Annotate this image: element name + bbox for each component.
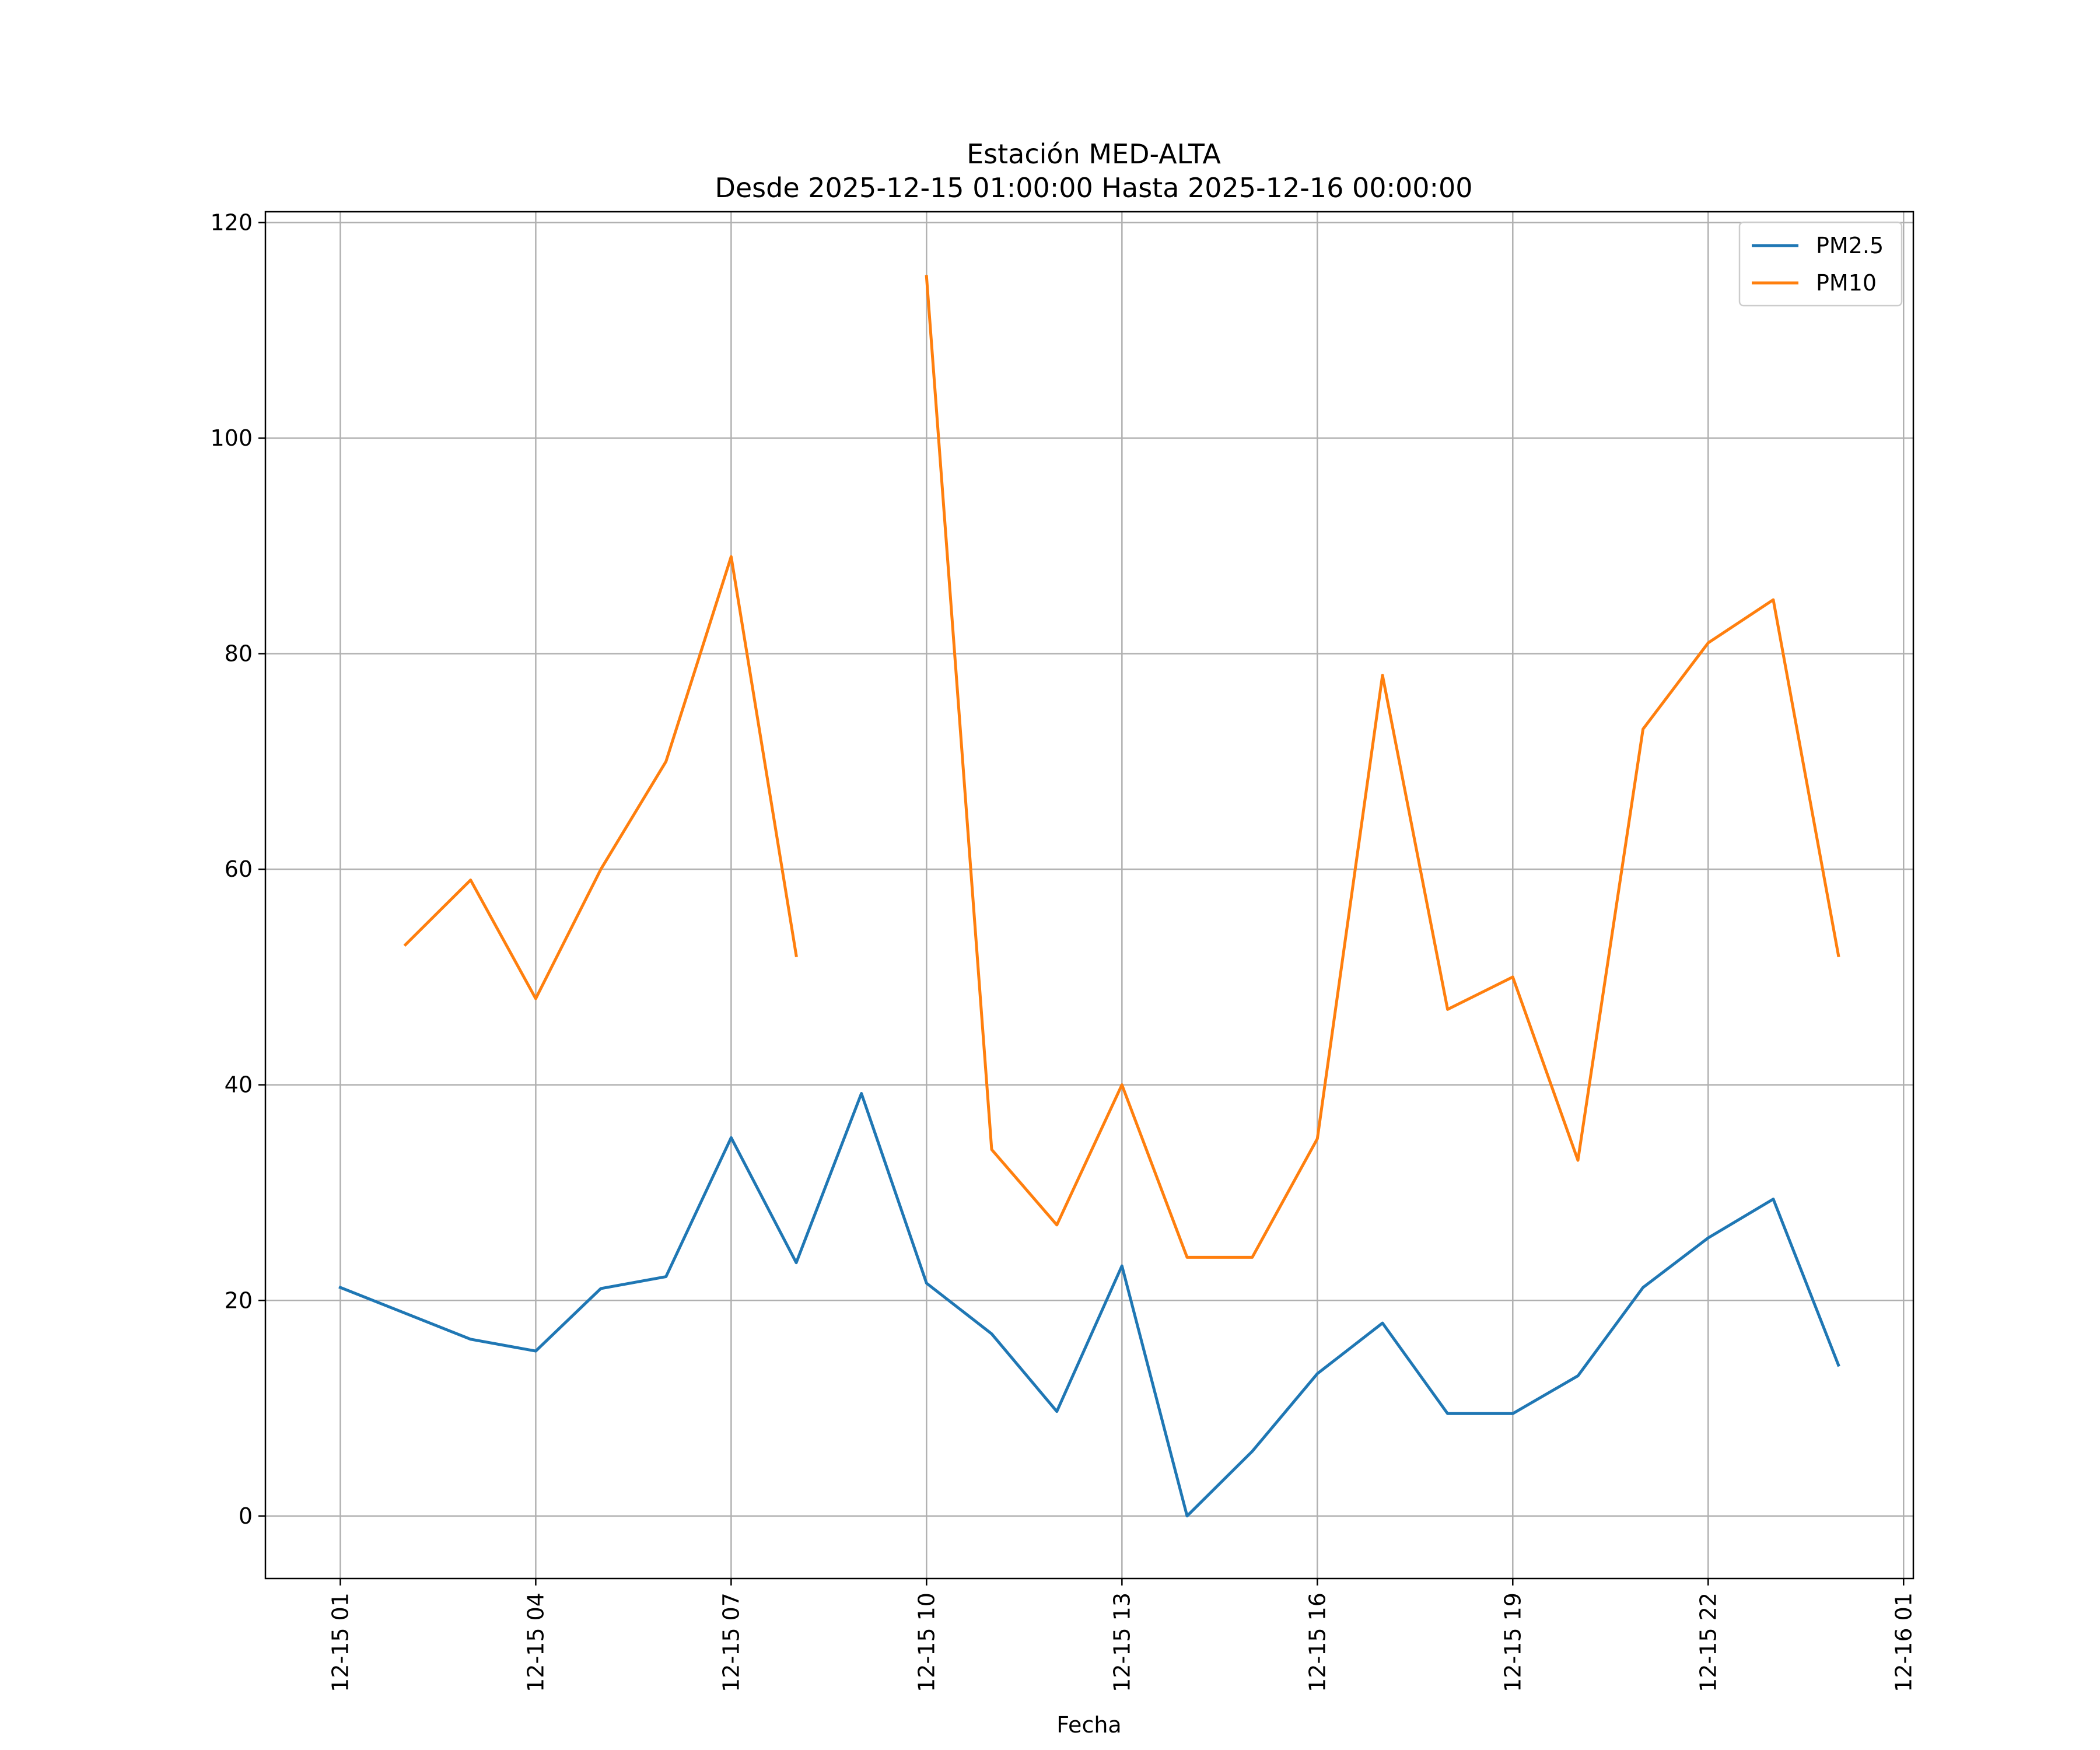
y-tick-label: 60 — [225, 856, 253, 882]
x-tick-label: 12-15 07 — [718, 1592, 744, 1692]
x-tick-label: 12-15 10 — [914, 1592, 939, 1692]
series-line-pm25-segment-1 — [338, 1092, 1840, 1518]
grid-layer — [265, 212, 1913, 1578]
x-tick-label: 12-15 13 — [1109, 1592, 1135, 1692]
x-tick-label: 12-15 16 — [1304, 1592, 1330, 1692]
legend-box — [1738, 221, 1903, 307]
x-tick-label: 12-16 01 — [1891, 1592, 1916, 1692]
x-axis-label: Fecha — [1056, 1712, 1121, 1738]
y-tick-label: 40 — [225, 1072, 253, 1098]
y-tick-label: 100 — [210, 425, 253, 451]
legend-label-pm25: PM2.5 — [1816, 233, 1884, 258]
x-tick-label: 12-15 01 — [327, 1592, 353, 1692]
x-tick-label: 12-15 19 — [1500, 1592, 1525, 1692]
y-tick-label: 0 — [239, 1503, 253, 1529]
x-tick-label: 12-15 22 — [1695, 1592, 1721, 1692]
y-tick-label: 120 — [210, 209, 253, 235]
y-tick-label: 80 — [225, 641, 253, 667]
legend: PM2.5 PM10 — [1738, 221, 1903, 307]
series-layer — [338, 275, 1840, 1518]
series-line-pm10-segment-2 — [925, 275, 1840, 1259]
series-line-pm10-segment-1 — [403, 555, 798, 1000]
plot-frame — [264, 211, 1915, 1580]
chart-title-line1: Estación MED-ALTA — [967, 138, 1221, 170]
y-tick-label: 20 — [225, 1287, 253, 1313]
legend-label-pm10: PM10 — [1816, 270, 1877, 296]
ticks-layer: 0 20 40 60 80 100 120 12-15 01 12-15 04 12-15 07 1… — [210, 209, 1916, 1692]
x-tick-label: 12-15 04 — [523, 1592, 548, 1692]
chart-title-line2: Desde 2025-12-15 01:00:00 Hasta 2025-12-… — [715, 172, 1472, 204]
